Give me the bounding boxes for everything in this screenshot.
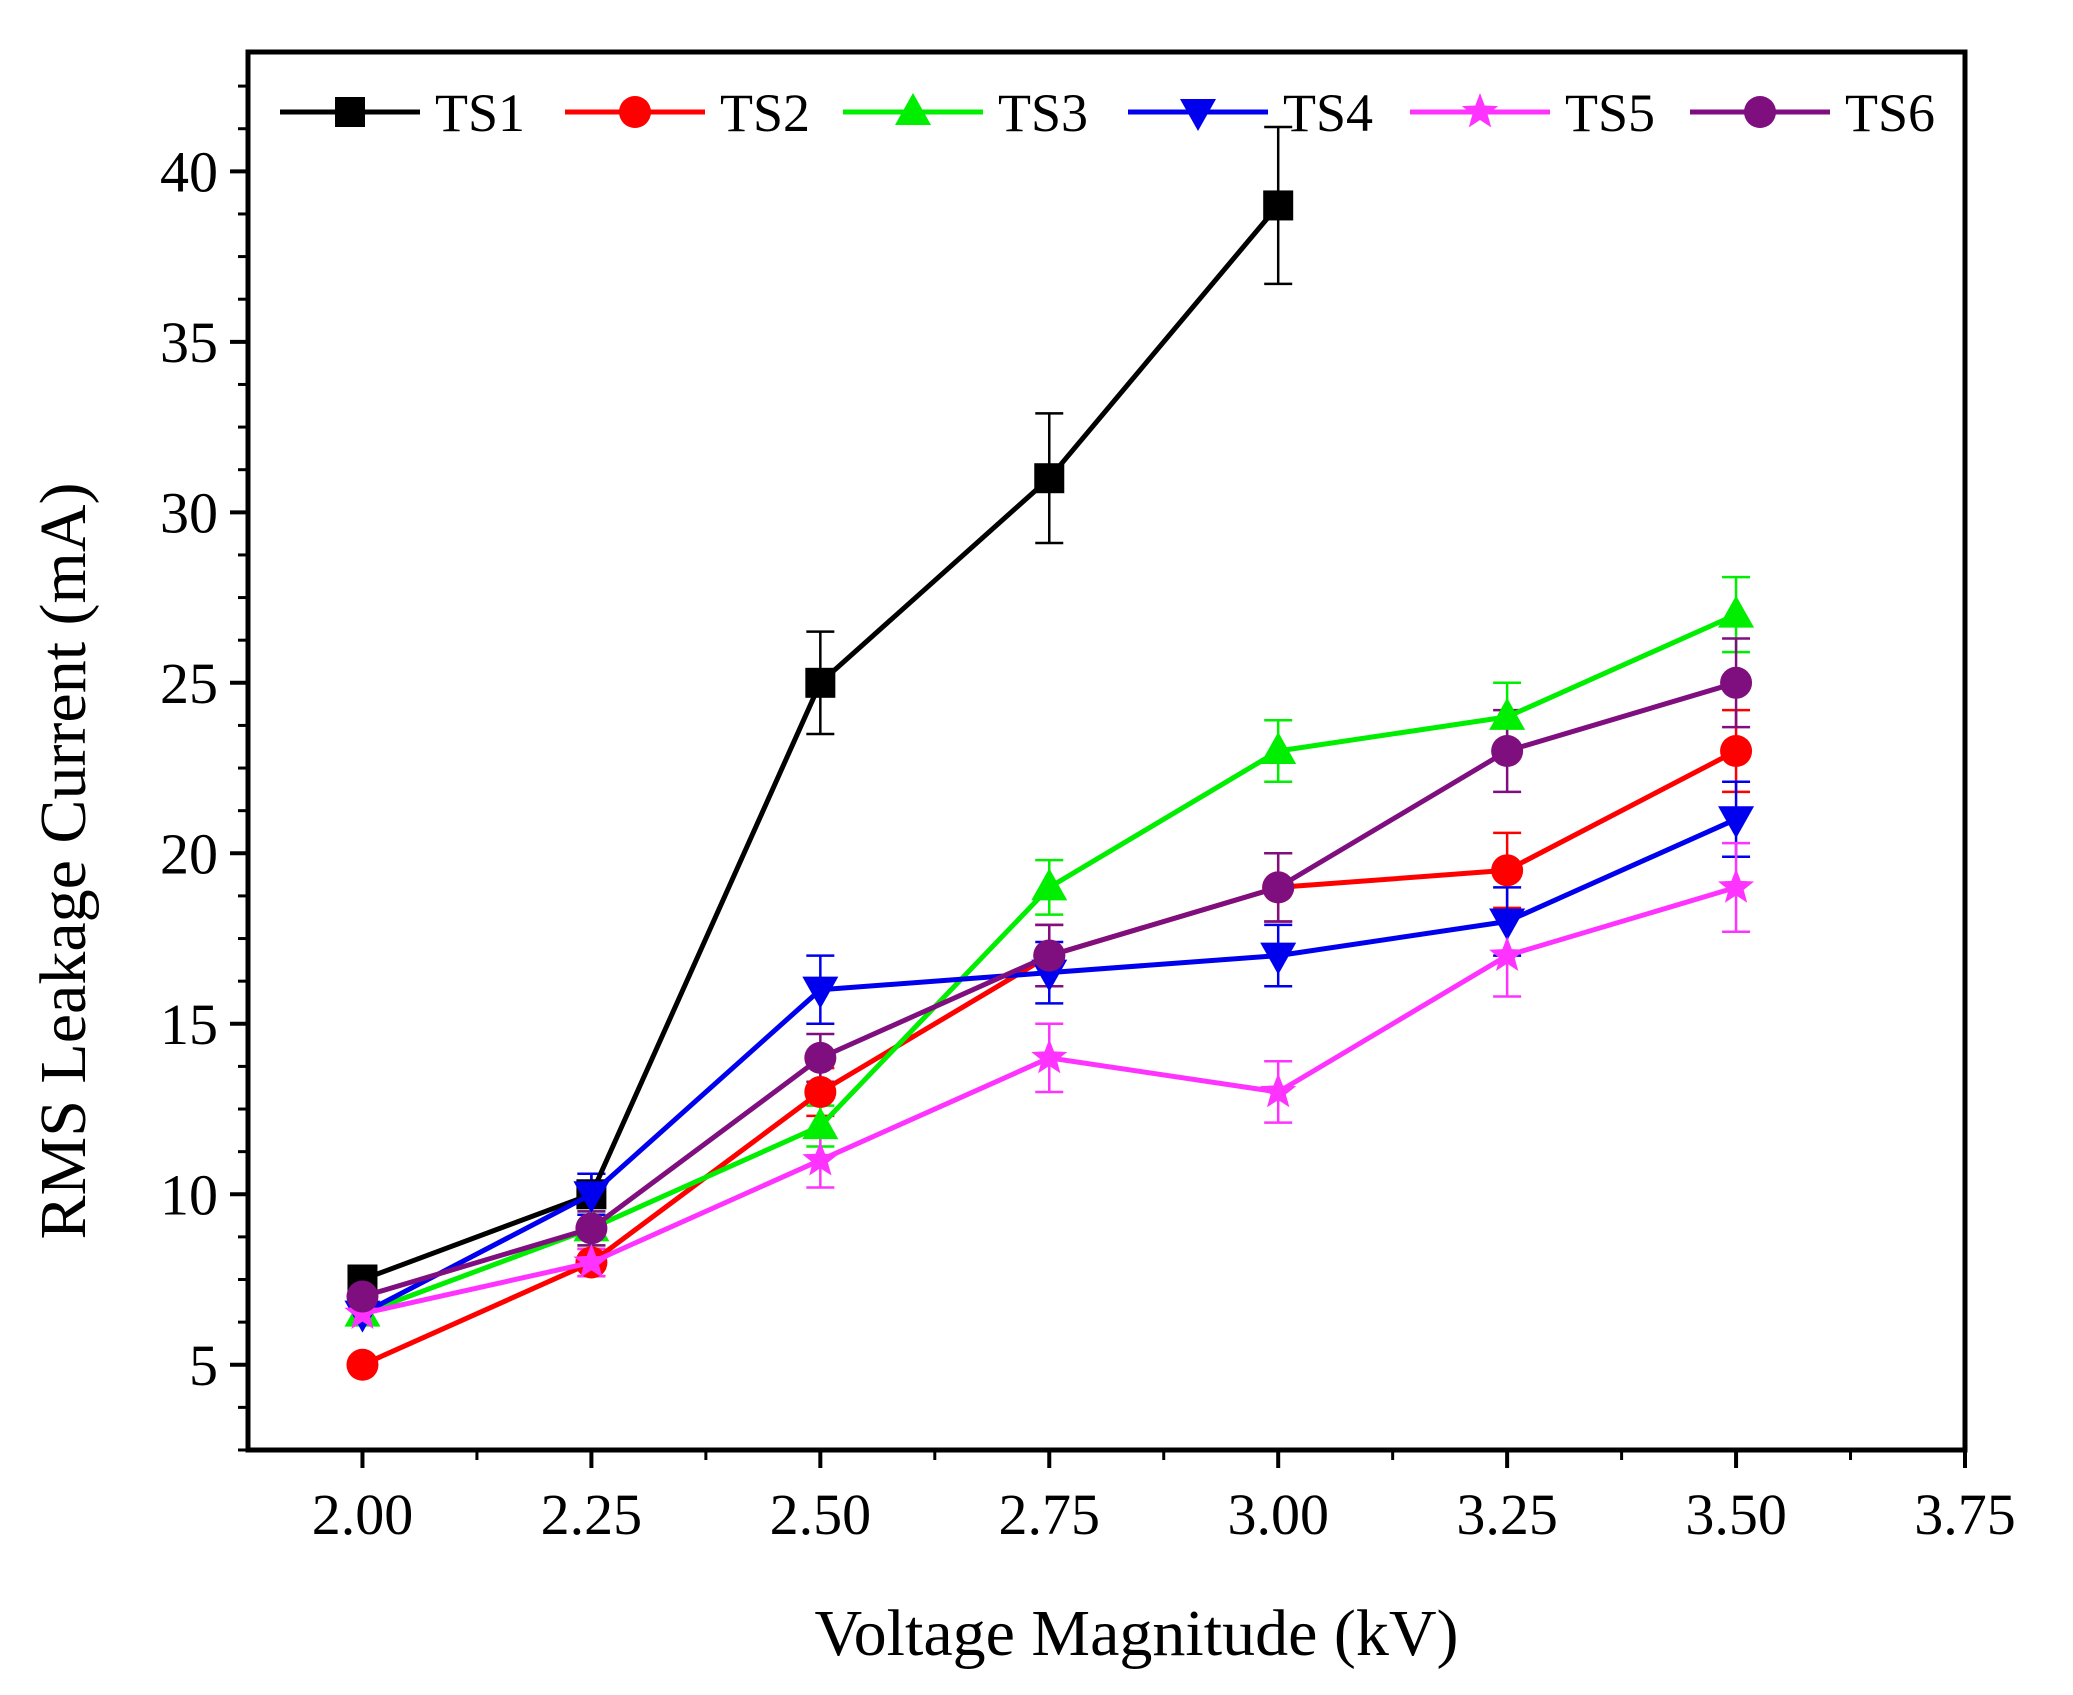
legend-label: TS1 xyxy=(435,83,525,143)
circle-marker xyxy=(1262,871,1295,904)
legend: TS1 TS2 TS3 TS4 TS5 TS6 xyxy=(280,83,1935,143)
circle-marker xyxy=(346,1280,379,1313)
series-ts5 xyxy=(344,868,1755,1329)
star-marker xyxy=(1489,936,1526,971)
circle-marker xyxy=(1491,735,1524,767)
circle-marker xyxy=(1033,939,1066,972)
triangle-up-marker xyxy=(895,93,931,125)
legend-entry-ts3: TS3 xyxy=(843,83,1088,143)
series-lines xyxy=(344,190,1755,1381)
triangle-down-marker xyxy=(1718,806,1755,839)
square-marker xyxy=(1034,463,1065,494)
circle-marker xyxy=(1720,666,1753,699)
y-tick-label: 30 xyxy=(160,480,218,545)
x-tick-label: 2.50 xyxy=(770,1482,872,1547)
x-tick-label: 3.50 xyxy=(1685,1482,1787,1547)
x-tick-label: 3.25 xyxy=(1456,1482,1558,1547)
legend-entry-ts4: TS4 xyxy=(1128,83,1373,143)
star-marker xyxy=(1031,1038,1068,1074)
y-tick-label: 15 xyxy=(160,992,218,1057)
legend-label: TS2 xyxy=(720,83,810,143)
triangle-up-marker xyxy=(802,1107,839,1140)
legend-label: TS5 xyxy=(1565,83,1655,143)
triangle-up-marker xyxy=(1260,732,1297,764)
x-tick-label: 2.00 xyxy=(312,1482,414,1547)
star-marker xyxy=(1718,868,1755,903)
series-ts6 xyxy=(346,666,1753,1313)
plot-border xyxy=(245,49,1968,1453)
x-tick-label: 3.00 xyxy=(1227,1482,1329,1547)
legend-label: TS3 xyxy=(998,83,1088,143)
circle-marker xyxy=(1720,735,1753,767)
triangle-down-marker xyxy=(1489,908,1526,941)
plot-frame xyxy=(245,49,1968,1453)
circle-marker xyxy=(804,1041,837,1074)
y-tick-label: 40 xyxy=(160,139,218,204)
y-axis-title: RMS Leakage Current (mA) xyxy=(27,483,100,1240)
circle-marker xyxy=(1744,96,1776,128)
circle-marker xyxy=(1491,854,1524,887)
legend-entry-ts2: TS2 xyxy=(565,83,810,143)
triangle-up-marker xyxy=(1031,868,1068,901)
axes: 2.00 2.25 2.50 2.75 3.00 3.25 3.50 3.75 5 10 15 20 2… xyxy=(27,84,2016,1670)
legend-label: TS6 xyxy=(1845,83,1935,143)
x-axis-title: Voltage Magnitude (kV) xyxy=(815,1597,1459,1670)
circle-marker xyxy=(575,1212,608,1245)
triangle-down-marker xyxy=(573,1181,610,1214)
x-tick-label: 2.25 xyxy=(541,1482,643,1547)
legend-entry-ts1: TS1 xyxy=(280,83,525,143)
triangle-down-marker xyxy=(1180,99,1216,131)
legend-entry-ts5: TS5 xyxy=(1410,83,1655,143)
triangle-down-marker xyxy=(1260,942,1297,975)
legend-entry-ts6: TS6 xyxy=(1690,83,1935,143)
square-marker xyxy=(335,97,365,127)
star-marker xyxy=(802,1141,839,1176)
y-tick-label: 35 xyxy=(160,310,218,375)
triangle-up-marker xyxy=(1718,595,1755,628)
error-bars xyxy=(348,125,1751,1373)
y-tick-label: 25 xyxy=(160,651,218,716)
legend-label: TS4 xyxy=(1283,83,1373,143)
x-tick-label: 2.75 xyxy=(999,1482,1101,1547)
star-marker xyxy=(573,1243,610,1278)
square-marker xyxy=(805,667,836,698)
star-marker xyxy=(1461,93,1499,128)
circle-marker xyxy=(346,1348,379,1381)
star-marker xyxy=(1260,1073,1297,1108)
y-tick-label: 5 xyxy=(189,1333,218,1398)
circle-marker xyxy=(804,1075,837,1108)
triangle-up-marker xyxy=(1489,697,1526,730)
y-tick-label: 10 xyxy=(160,1162,218,1227)
square-marker xyxy=(1263,190,1294,221)
circle-marker xyxy=(619,96,651,128)
x-tick-label: 3.75 xyxy=(1914,1482,2016,1547)
triangle-down-marker xyxy=(802,976,839,1009)
y-tick-label: 20 xyxy=(160,821,218,886)
